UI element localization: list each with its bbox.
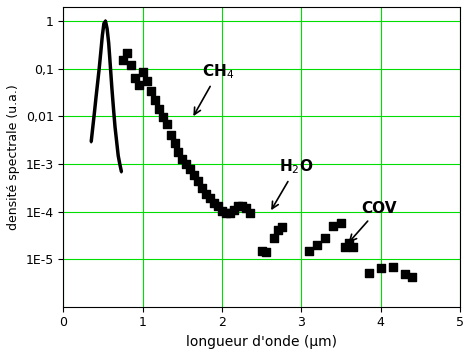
Point [341,244,349,250]
Point [179,156,186,162]
Point [274,227,281,232]
Point [242,205,250,211]
Point [191,172,198,178]
Point [246,210,254,215]
Point [306,248,313,254]
Point [211,200,218,206]
Point [139,69,146,75]
Text: CH$_4$: CH$_4$ [194,63,235,115]
Point [195,178,202,184]
Point [219,208,226,214]
Point [377,265,384,271]
Point [329,223,337,229]
Point [337,220,345,226]
Point [401,272,408,277]
Point [203,191,210,197]
Point [183,161,190,167]
Point [123,50,130,56]
Point [238,203,246,209]
Point [270,235,277,241]
Point [230,207,238,213]
Point [409,274,416,280]
Point [278,224,285,230]
Point [234,203,242,209]
Point [159,115,166,120]
Point [135,83,143,88]
Point [389,264,397,270]
Point [155,107,162,112]
Point [131,75,138,80]
Point [321,235,329,241]
Point [226,210,234,215]
Point [345,240,353,246]
Point [314,242,321,248]
Point [222,210,230,215]
Point [171,140,179,146]
Point [143,78,151,84]
Point [258,248,266,254]
X-axis label: longueur d'onde (µm): longueur d'onde (µm) [186,335,337,349]
Point [365,270,373,276]
Point [198,185,206,190]
Point [214,203,222,209]
Point [262,250,269,255]
Text: H$_2$O: H$_2$O [272,158,314,209]
Point [206,195,214,201]
Point [175,149,182,155]
Point [163,121,171,127]
Point [119,58,127,63]
Point [167,132,174,138]
Point [151,97,158,103]
Point [187,166,194,172]
Point [127,62,135,68]
Y-axis label: densité spectrale (u.a.): densité spectrale (u.a.) [7,84,20,230]
Text: COV: COV [349,201,397,241]
Point [349,244,357,250]
Point [147,88,154,93]
